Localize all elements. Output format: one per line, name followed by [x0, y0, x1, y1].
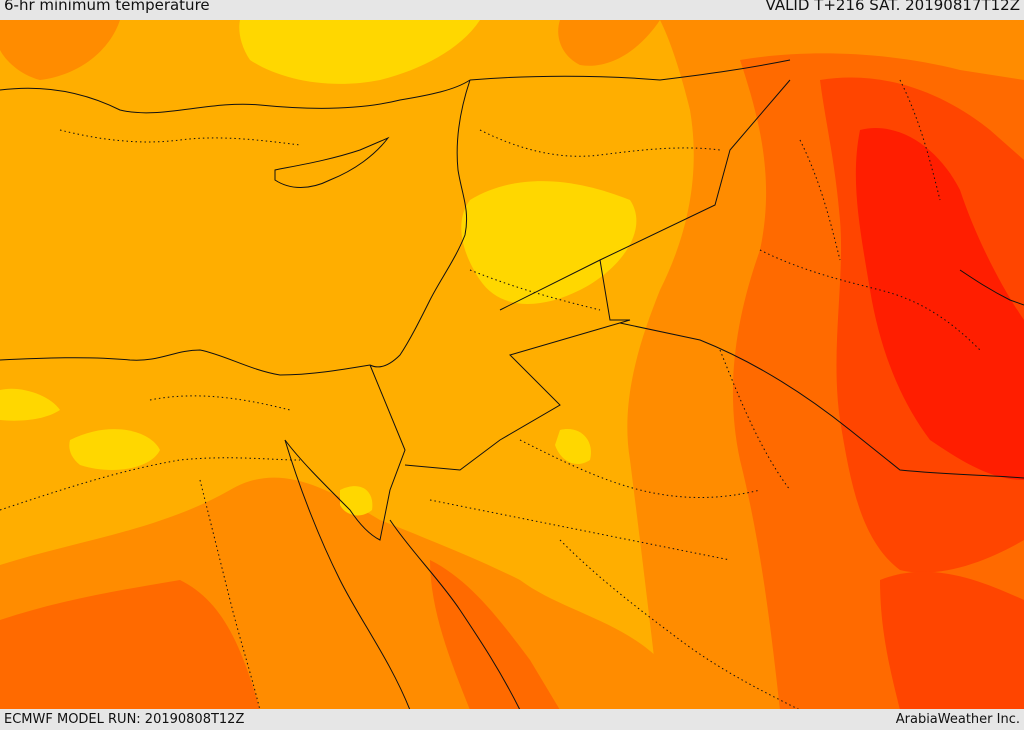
field-yellow-north	[239, 20, 480, 84]
field-yellow-nile-delta	[69, 429, 160, 470]
header-bar: 6-hr minimum temperature VALID T+216 SAT…	[0, 0, 1024, 20]
footer-bar: ECMWF MODEL RUN: 20190808T12Z ArabiaWeat…	[0, 709, 1024, 729]
field-orange-turkey-e	[558, 20, 660, 66]
field-red-orange-hejaz	[430, 560, 560, 710]
field-yellow-jordan	[555, 429, 591, 465]
valid-time: VALID T+216 SAT. 20190817T12Z	[765, 0, 1020, 14]
map-title: 6-hr minimum temperature	[4, 0, 210, 14]
model-run: ECMWF MODEL RUN: 20190808T12Z	[4, 712, 245, 727]
field-yellow-syria	[461, 181, 637, 304]
credit: ArabiaWeather Inc.	[895, 712, 1020, 727]
field-red-core	[855, 128, 1024, 480]
field-red-orange-saudi-e	[880, 571, 1024, 710]
borders-dotted	[0, 79, 981, 710]
borders-solid	[0, 59, 1024, 710]
field-yellow-egypt-w	[0, 388, 60, 421]
temperature-map[interactable]	[0, 20, 1024, 710]
field-red-orange-saudi-w	[0, 580, 260, 710]
field-orange-turkey-w	[0, 20, 120, 80]
